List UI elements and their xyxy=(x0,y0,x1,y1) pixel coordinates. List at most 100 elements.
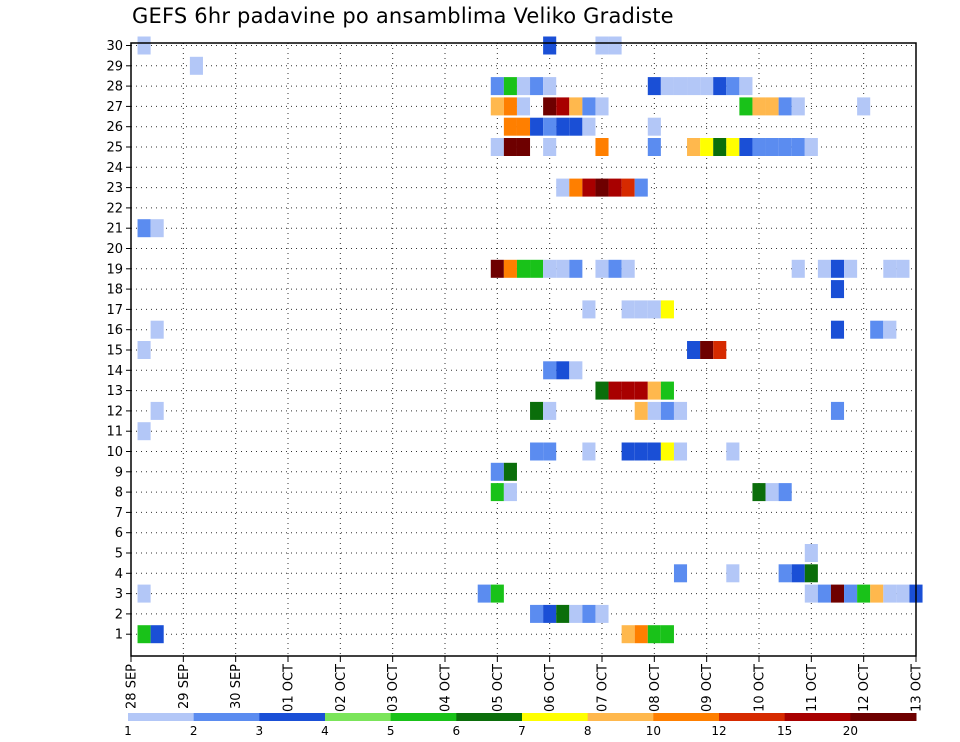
precip-cell xyxy=(844,259,858,278)
precip-cell xyxy=(765,97,779,116)
x-tick-label: 13 OCT xyxy=(910,664,925,712)
precip-cell xyxy=(516,138,531,156)
y-tick-label: 18 xyxy=(106,283,123,298)
precip-cell xyxy=(687,341,701,359)
precip-cell xyxy=(647,442,661,461)
y-tick-label: 25 xyxy=(106,141,123,156)
y-tick-label: 29 xyxy=(106,59,123,74)
precip-cell xyxy=(634,381,648,400)
precip-cell xyxy=(569,361,583,380)
precip-cell xyxy=(647,77,661,96)
precip-cell xyxy=(647,401,661,420)
precip-cell xyxy=(543,259,557,278)
precip-cells xyxy=(137,36,923,644)
precip-cell xyxy=(516,259,531,278)
precip-cell xyxy=(137,584,151,603)
precip-cell xyxy=(713,138,727,156)
colorbar-label: 2 xyxy=(190,724,198,738)
precip-cell xyxy=(490,462,504,481)
precip-cell xyxy=(543,361,557,380)
y-axis: 1234567891011121314151617181920212223242… xyxy=(106,39,131,643)
colorbar-swatch xyxy=(784,713,851,721)
precip-cell xyxy=(569,604,583,623)
precip-cell xyxy=(503,483,517,502)
precip-cell xyxy=(687,77,701,96)
precip-cell xyxy=(608,259,622,278)
precip-cell xyxy=(857,97,871,116)
precip-cell xyxy=(569,97,583,116)
colorbar-swatch xyxy=(522,713,589,721)
precip-cell xyxy=(673,442,688,461)
precip-cell xyxy=(883,259,897,278)
colorbar-swatch xyxy=(390,713,457,721)
precip-cell xyxy=(137,219,151,238)
precip-cell xyxy=(150,320,164,339)
y-tick-label: 14 xyxy=(106,364,123,379)
precip-cell xyxy=(765,483,779,502)
precip-cell xyxy=(556,178,570,197)
y-tick-label: 13 xyxy=(106,384,123,399)
precip-cell xyxy=(543,36,557,55)
precip-cell xyxy=(830,320,845,339)
x-tick-label: 12 OCT xyxy=(857,664,872,712)
precip-cell xyxy=(778,97,792,116)
precip-cell xyxy=(595,138,609,156)
precip-cell xyxy=(490,259,504,278)
x-tick-label: 10 OCT xyxy=(753,664,768,712)
precip-cell xyxy=(804,584,818,603)
precip-cell xyxy=(804,544,818,562)
precip-cell xyxy=(150,219,164,238)
precip-cell xyxy=(490,584,504,603)
precip-cell xyxy=(896,259,910,278)
precip-cell xyxy=(700,77,714,96)
precip-cell xyxy=(621,259,635,278)
x-axis: 28 SEP 29 SEP 30 SEP 01 OCT 02 OCT 03 OCT 04 O… xyxy=(125,656,925,712)
precip-cell xyxy=(189,56,203,75)
precip-cell xyxy=(673,564,688,583)
colorbar-label: 10 xyxy=(646,724,661,738)
precip-cell xyxy=(543,138,557,156)
precip-cell xyxy=(150,401,164,420)
precip-cell xyxy=(595,36,609,55)
precip-cell xyxy=(621,178,635,197)
precip-cell xyxy=(791,564,805,583)
precip-cell xyxy=(896,584,910,603)
chart-title: GEFS 6hr padavine po ansamblima Veliko G… xyxy=(132,4,674,28)
precip-cell xyxy=(595,381,609,400)
precip-cell xyxy=(621,381,635,400)
precip-cell xyxy=(647,117,661,136)
y-tick-label: 28 xyxy=(106,80,123,95)
precip-cell xyxy=(883,320,897,339)
precip-cell xyxy=(817,584,831,603)
precip-cell xyxy=(726,442,740,461)
precip-cell xyxy=(791,97,805,116)
precip-cell xyxy=(530,401,544,420)
precip-cell xyxy=(595,178,609,197)
precip-cell xyxy=(778,483,792,502)
precip-cell xyxy=(726,138,740,156)
precip-cell xyxy=(569,178,583,197)
colorbar-label: 15 xyxy=(777,724,792,738)
precip-cell xyxy=(556,604,570,623)
precip-cell xyxy=(870,584,884,603)
y-tick-label: 22 xyxy=(106,201,123,216)
precip-cell xyxy=(490,77,504,96)
colorbar-label: 5 xyxy=(387,724,395,738)
precip-cell xyxy=(530,259,544,278)
colorbar-legend: 1 2 3 4 5 6 7 8 10 12 15 20 xyxy=(124,713,917,738)
precip-cell xyxy=(503,462,517,481)
precip-cell xyxy=(778,138,792,156)
precip-cell xyxy=(569,117,583,136)
precip-cell xyxy=(857,584,871,603)
precip-cell xyxy=(608,381,622,400)
precip-cell xyxy=(490,97,504,116)
precip-cell xyxy=(503,97,517,116)
precip-cell xyxy=(595,97,609,116)
y-tick-label: 30 xyxy=(106,39,123,54)
precip-cell xyxy=(830,401,845,420)
precip-cell xyxy=(503,259,517,278)
x-tick-label: 08 OCT xyxy=(648,664,663,712)
precip-cell xyxy=(673,77,688,96)
precip-cell xyxy=(713,341,727,359)
precip-cell xyxy=(804,138,818,156)
